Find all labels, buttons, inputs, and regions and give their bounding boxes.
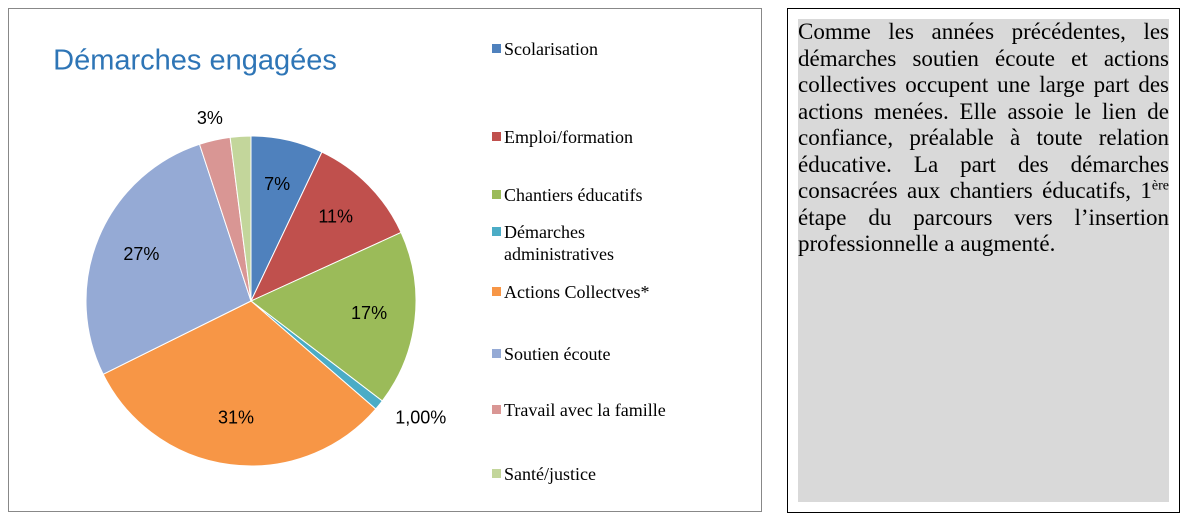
chart: Démarches engagées 7% 11% 17% 1,00% 31% 27% 3% xyxy=(53,45,446,467)
pie-slice xyxy=(102,300,377,467)
legend-label: Santé/justice xyxy=(504,464,596,484)
legend-swatch xyxy=(492,469,501,478)
legend-label: Actions Collectves* xyxy=(504,282,650,302)
superscript: ère xyxy=(1151,178,1169,194)
legend-swatch xyxy=(492,287,501,296)
text: étape du parcours vers l’insertion profe… xyxy=(798,204,1169,257)
legend-item: Actions Collectves* xyxy=(492,281,649,303)
data-label: 11% xyxy=(318,206,353,226)
chart-title: Démarches engagées xyxy=(53,45,337,77)
legend-label: Emploi/formation xyxy=(504,127,633,147)
legend-label: Démarches administratives xyxy=(504,222,614,264)
legend-label: Soutien écoute xyxy=(504,344,611,364)
legend-swatch xyxy=(492,227,501,236)
legend-swatch xyxy=(492,349,501,358)
text: Comme les années précédentes, les démarc… xyxy=(798,19,1169,203)
data-label: 1,00% xyxy=(395,407,446,427)
legend-swatch xyxy=(492,405,501,414)
data-label: 3% xyxy=(197,108,223,128)
legend-label: Chantiers éducatifs xyxy=(504,185,643,205)
paragraph: Comme les années précédentes, les démarc… xyxy=(798,19,1169,502)
legend-item: Travail avec la famille xyxy=(492,399,666,421)
legend-item: Démarches administratives xyxy=(492,221,682,265)
pie-slice xyxy=(85,143,252,375)
data-label: 27% xyxy=(123,244,159,264)
legend-label: Scolarisation xyxy=(504,39,598,59)
legend-swatch xyxy=(492,190,501,199)
pie-slice xyxy=(250,231,417,402)
legend-label: Travail avec la famille xyxy=(504,400,666,420)
text-box: Comme les années précédentes, les démarc… xyxy=(787,8,1180,513)
legend-item: Chantiers éducatifs xyxy=(492,184,642,206)
data-label: 7% xyxy=(264,174,290,194)
legend-item: Santé/justice xyxy=(492,463,596,485)
data-label: 17% xyxy=(351,303,387,323)
legend-item: Scolarisation xyxy=(492,38,598,60)
legend-item: Emploi/formation xyxy=(492,126,633,148)
chart-frame xyxy=(8,8,762,512)
legend-item: Soutien écoute xyxy=(492,343,610,365)
pie-slice xyxy=(249,151,402,303)
legend-swatch xyxy=(492,132,501,141)
data-label: 31% xyxy=(218,408,254,428)
legend-swatch xyxy=(492,44,501,53)
pie-slice xyxy=(229,135,252,302)
